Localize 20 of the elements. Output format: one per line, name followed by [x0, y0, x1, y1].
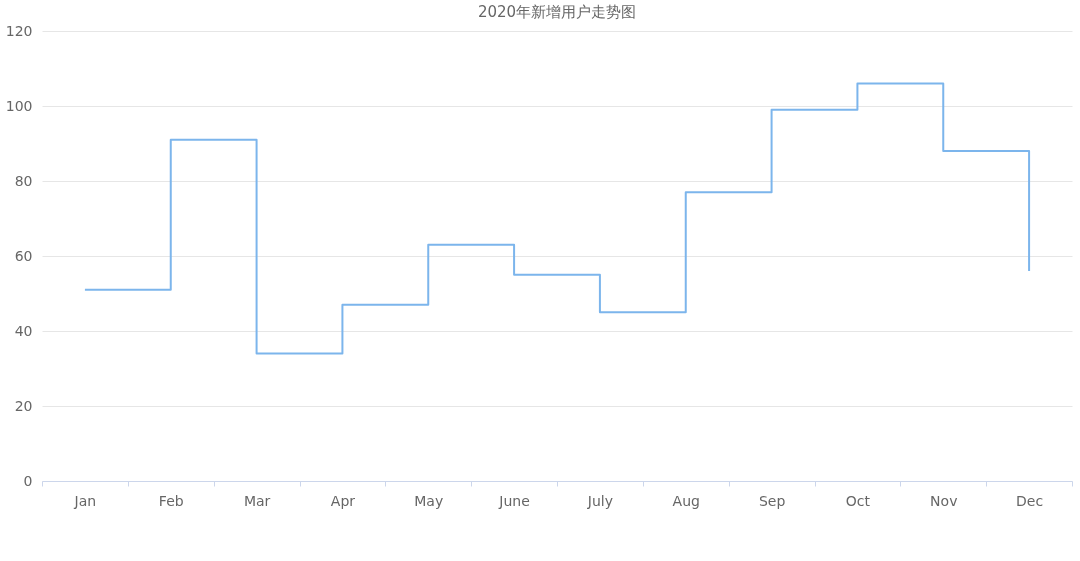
- y-tick-label: 0: [23, 472, 33, 489]
- x-tick-label: Oct: [845, 492, 871, 509]
- x-tick-label: June: [498, 492, 530, 509]
- y-tick-label: 80: [14, 172, 33, 189]
- y-tick-label: 40: [14, 322, 33, 339]
- x-tick-label: Feb: [158, 492, 184, 509]
- x-tick-label: Nov: [930, 492, 958, 509]
- y-tick-label: 60: [14, 247, 33, 264]
- y-tick-label: 120: [5, 22, 33, 39]
- x-tick-label: Mar: [243, 492, 271, 509]
- x-tick-label: Sep: [758, 492, 786, 509]
- y-tick-label: 20: [14, 397, 33, 414]
- x-tick-label: Jan: [73, 492, 97, 509]
- x-tick-label: July: [586, 492, 614, 509]
- x-tick-label: Aug: [672, 492, 700, 509]
- x-tick-label: Apr: [330, 492, 356, 509]
- x-tick-label: Dec: [1016, 492, 1044, 509]
- x-tick-label: May: [414, 492, 444, 509]
- chart-title: 2020年新增用户走势图: [477, 3, 637, 21]
- y-tick-label: 100: [5, 97, 33, 114]
